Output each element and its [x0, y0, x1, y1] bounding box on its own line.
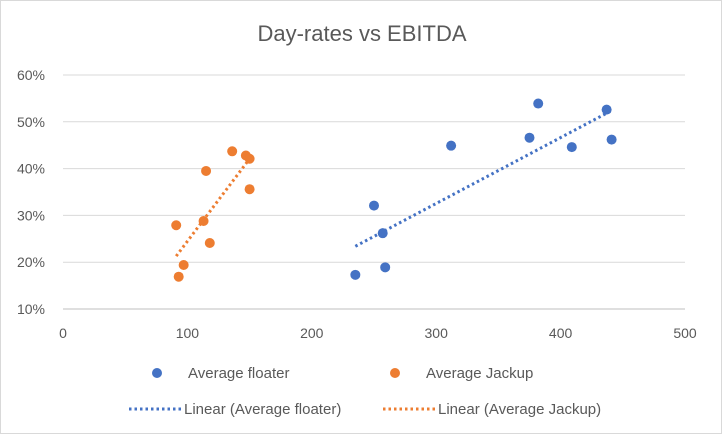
x-tick-label: 500: [673, 325, 697, 341]
jackup-point: [171, 220, 182, 231]
x-tick-label: 100: [176, 325, 200, 341]
y-tick-label: 20%: [17, 254, 45, 270]
x-tick-label: 0: [59, 325, 67, 341]
jackup-point: [198, 216, 209, 227]
floater-point: [524, 132, 535, 143]
legend-marker: [390, 368, 400, 378]
x-tick-label: 400: [549, 325, 573, 341]
floater-point: [566, 142, 577, 153]
floater-point: [377, 228, 388, 239]
jackup-point: [244, 153, 255, 164]
floater-point: [350, 269, 361, 280]
x-axis-tick-labels: 0 100 200 300 400 500: [59, 325, 697, 341]
jackup-point: [244, 184, 255, 195]
jackup-point: [178, 260, 189, 271]
legend-trendline-label: Linear (Average Jackup): [438, 401, 601, 418]
floater-point: [601, 104, 612, 115]
gridlines: [63, 74, 685, 310]
legend-label: Average floater: [188, 365, 289, 382]
y-tick-label: 50%: [17, 114, 45, 130]
floater-point: [533, 98, 544, 109]
jackup-point: [173, 271, 184, 282]
legend-trendline-label: Linear (Average floater): [184, 401, 341, 418]
y-tick-label: 30%: [17, 207, 45, 223]
jackup-point: [204, 238, 215, 249]
y-tick-label: 10%: [17, 301, 45, 317]
y-axis-tick-labels: 10% 20% 30% 40% 50% 60%: [17, 67, 45, 317]
floater-point: [369, 200, 379, 211]
legend-marker: [152, 368, 162, 378]
legend: Average floater Average Jackup Linear (Ave…: [129, 365, 601, 418]
jackup-point: [227, 146, 238, 157]
y-tick-label: 60%: [17, 67, 45, 83]
x-tick-label: 200: [300, 325, 324, 341]
floater-point: [446, 140, 457, 151]
floater-point: [606, 134, 617, 145]
y-tick-label: 40%: [17, 161, 45, 177]
trendline-jackup: [175, 157, 251, 258]
x-tick-label: 300: [425, 325, 449, 341]
chart-title: Day-rates vs EBITDA: [257, 21, 466, 46]
trendline-floater: [354, 109, 613, 248]
jackup-point: [201, 165, 212, 176]
floater-point: [380, 262, 391, 273]
legend-label: Average Jackup: [426, 365, 533, 382]
data-points: [171, 98, 617, 282]
trendlines: [175, 109, 613, 258]
